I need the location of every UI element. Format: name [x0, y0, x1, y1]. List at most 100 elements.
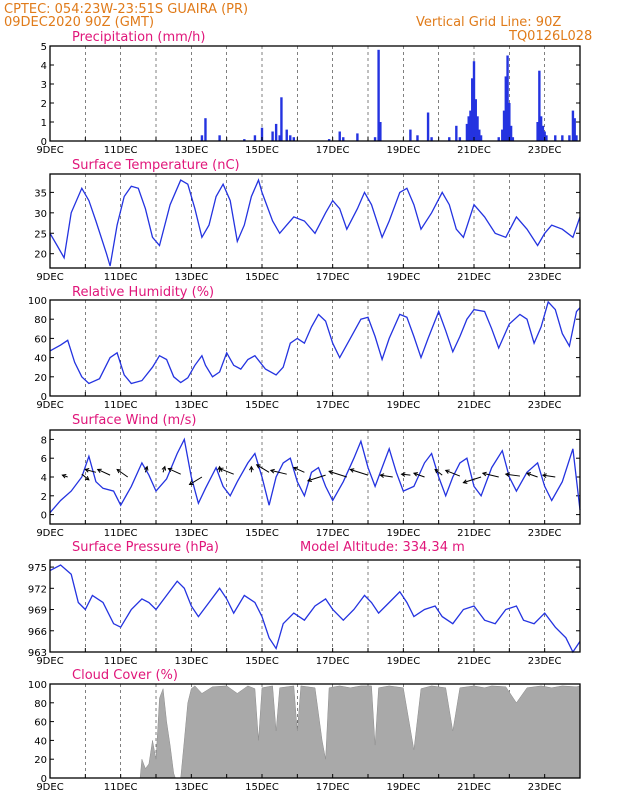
precip-bar [274, 123, 278, 141]
y-tick-label: 963 [28, 648, 47, 659]
precip-bar [506, 55, 509, 141]
panel-1: Precipitation (mm/h) 0 1 2 3 4 5 9DEC 11DEC 13DEC… [36, 30, 581, 156]
wind-arrow [219, 468, 234, 475]
x-tick-label: 13DEC [174, 145, 208, 156]
y-tick-label: 30 [34, 209, 47, 220]
y-tick-label: 80 [34, 699, 47, 710]
wind-arrow-head [434, 468, 440, 474]
wind-arrow [168, 468, 181, 475]
x-tick-label: 19DEC [386, 656, 420, 667]
y-tick-label: 2 [41, 492, 47, 503]
x-tick-label: 9DEC [36, 656, 63, 667]
precip-bar [543, 131, 546, 141]
y-tick-label: 40 [34, 736, 47, 747]
precip-bar [465, 123, 469, 141]
x-tick-label: 19DEC [386, 400, 420, 411]
precip-bar [327, 139, 331, 141]
wind-arrow [85, 468, 97, 473]
precip-bar [504, 76, 507, 141]
x-tick-label: 11DEC [104, 272, 138, 283]
panel-frame [49, 45, 581, 142]
y-tick-label: 20 [34, 755, 47, 766]
wind-arrow-head [218, 467, 224, 472]
wind-arrow [270, 469, 287, 475]
wind-arrow-head [249, 465, 254, 471]
y-tick-label: 80 [34, 315, 47, 326]
x-tick-label: 17DEC [316, 272, 350, 283]
precip-bar [285, 129, 288, 141]
series-line [49, 178, 581, 267]
header-grid-line: Vertical Grid Line: 90Z [416, 15, 561, 30]
precip-bar [430, 137, 433, 141]
precip-bar [448, 137, 451, 141]
precip-bar [471, 78, 474, 141]
y-tick-label: 0 [41, 511, 47, 522]
header-date: 09DEC2020 90Z (GMT) [4, 15, 154, 30]
x-tick-label: 9DEC [36, 400, 63, 411]
precip-bar [568, 135, 571, 141]
wind-arrow-head [161, 465, 167, 471]
x-tick-label: 23DEC [528, 782, 562, 793]
y-tick-label: 2 [41, 99, 47, 110]
precip-bar [260, 127, 264, 141]
panel-frame [49, 683, 581, 779]
y-tick-label: 35 [34, 188, 47, 199]
x-tick-label: 23DEC [528, 272, 562, 283]
wind-arrow-head [379, 473, 385, 478]
series-line [49, 437, 581, 514]
panel-subtitle: Model Altitude: 334.34 m [300, 540, 465, 555]
y-tick-label: 60 [34, 718, 47, 729]
precip-bar [539, 116, 543, 141]
x-tick-label: 19DEC [386, 145, 420, 156]
precip-bar [561, 135, 564, 141]
precip-bar [467, 116, 470, 141]
precip-bar [476, 116, 479, 141]
wind-arrow-head [541, 473, 547, 478]
x-tick-label: 19DEC [386, 272, 420, 283]
x-tick-label: 19DEC [386, 782, 420, 793]
x-tick-label: 17DEC [316, 528, 350, 539]
panel-title: Surface Temperature (nC) [72, 158, 240, 173]
series-line [49, 564, 581, 654]
precip-bar [508, 103, 511, 141]
x-tick-label: 9DEC [36, 528, 63, 539]
y-tick-label: 1 [41, 118, 47, 129]
y-tick-label: 4 [41, 473, 47, 484]
precip-bar [479, 135, 483, 141]
wind-arrow [401, 473, 411, 476]
wind-arrow-head [481, 471, 487, 477]
precip-bar [409, 129, 412, 141]
precip-bar [342, 137, 345, 141]
wind-arrow [328, 470, 347, 478]
x-tick-label: 23DEC [528, 145, 562, 156]
x-tick-label: 23DEC [528, 400, 562, 411]
y-tick-label: 100 [28, 296, 47, 307]
x-tick-label: 9DEC [36, 272, 63, 283]
x-tick-label: 17DEC [316, 400, 350, 411]
wind-arrow-head [444, 469, 450, 474]
precip-bar [469, 110, 472, 141]
wind-arrow-head [84, 468, 90, 473]
precip-bar [416, 135, 419, 141]
precip-bar [474, 99, 477, 141]
precip-bar [289, 135, 292, 141]
wind-arrow [81, 473, 90, 481]
y-tick-label: 966 [28, 627, 47, 638]
x-tick-label: 15DEC [245, 528, 279, 539]
series-line [49, 300, 581, 385]
wind-arrow [189, 476, 203, 485]
precip-bar [426, 112, 430, 141]
x-tick-label: 11DEC [104, 400, 138, 411]
precip-bar [571, 110, 575, 141]
x-tick-label: 17DEC [316, 656, 350, 667]
y-tick-label: 60 [34, 334, 47, 345]
precip-bar [243, 139, 246, 141]
header-station: CPTEC: 054:23W-23:51S GUAIRA (PR) [4, 2, 248, 17]
wind-arrow [116, 469, 129, 478]
wind-arrow-head [306, 477, 312, 483]
y-tick-label: 8 [41, 435, 47, 446]
precip-bar [536, 122, 539, 141]
panel-4: Surface Wind (m/s) 0 2 4 6 8 9DEC 11DEC 13DEC 15D… [36, 413, 581, 539]
precip-bar [200, 135, 204, 141]
y-tick-label: 972 [28, 584, 47, 595]
